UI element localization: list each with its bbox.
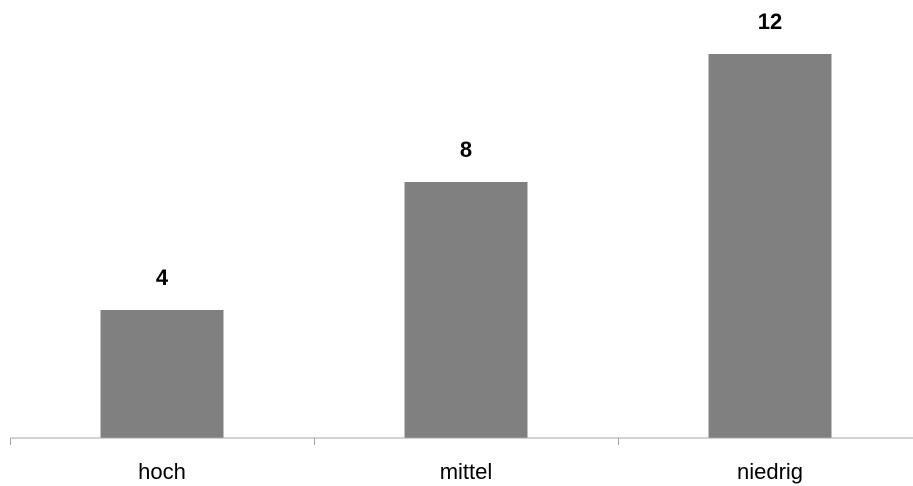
- bars-group: [100, 54, 832, 438]
- data-label-niedrig: 12: [758, 9, 782, 34]
- x-tick-label-mittel: mittel: [440, 459, 493, 484]
- x-tick-label-niedrig: niedrig: [737, 459, 803, 484]
- data-label-hoch: 4: [156, 265, 169, 290]
- bar-hoch: [100, 310, 224, 438]
- bar-niedrig: [708, 54, 832, 438]
- bar-mittel: [404, 182, 528, 438]
- data-label-mittel: 8: [460, 137, 472, 162]
- x-axis: [10, 437, 913, 445]
- x-tick-label-hoch: hoch: [138, 459, 186, 484]
- labels-group: 4 hoch 8 mittel 12 niedrig: [138, 9, 803, 484]
